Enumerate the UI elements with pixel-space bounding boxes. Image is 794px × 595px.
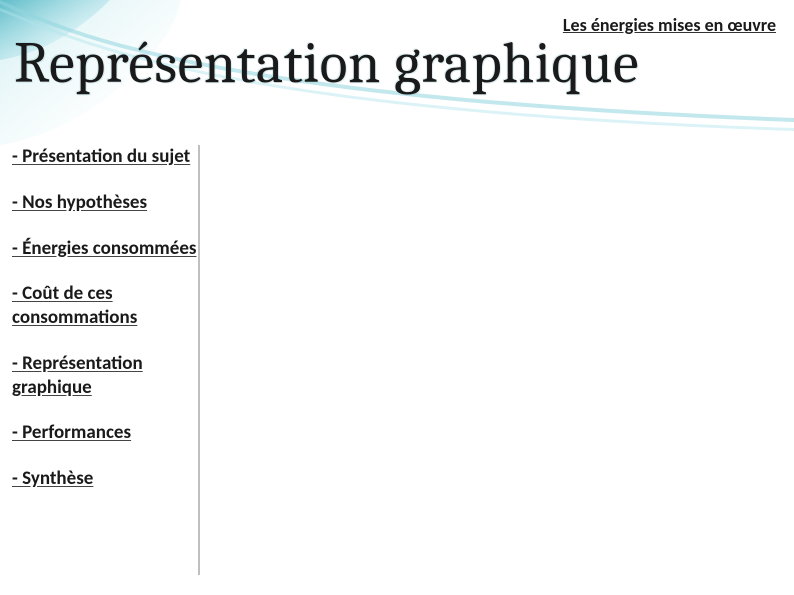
- sidebar-divider: [198, 145, 200, 575]
- sidebar-item-hypotheses[interactable]: - Nos hypothèses: [12, 191, 198, 215]
- sidebar-item-representation[interactable]: - Représentation graphique: [12, 352, 198, 400]
- sidebar-item-performances[interactable]: - Performances: [12, 421, 198, 445]
- sidebar-item-presentation[interactable]: - Présentation du sujet: [12, 145, 198, 169]
- page-title: Représentation graphique: [14, 30, 639, 97]
- sidebar-nav: - Présentation du sujet - Nos hypothèses…: [12, 145, 198, 513]
- sidebar-item-energies[interactable]: - Énergies consommées: [12, 237, 198, 261]
- sidebar-item-cout[interactable]: - Coût de ces consommations: [12, 282, 198, 330]
- sidebar-item-synthese[interactable]: - Synthèse: [12, 467, 198, 491]
